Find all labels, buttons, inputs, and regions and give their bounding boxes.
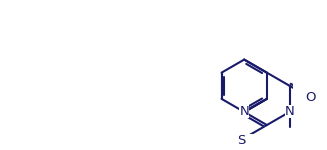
Text: N: N — [239, 105, 249, 118]
Text: N: N — [285, 105, 294, 118]
Text: S: S — [237, 134, 245, 147]
Text: O: O — [305, 91, 316, 104]
